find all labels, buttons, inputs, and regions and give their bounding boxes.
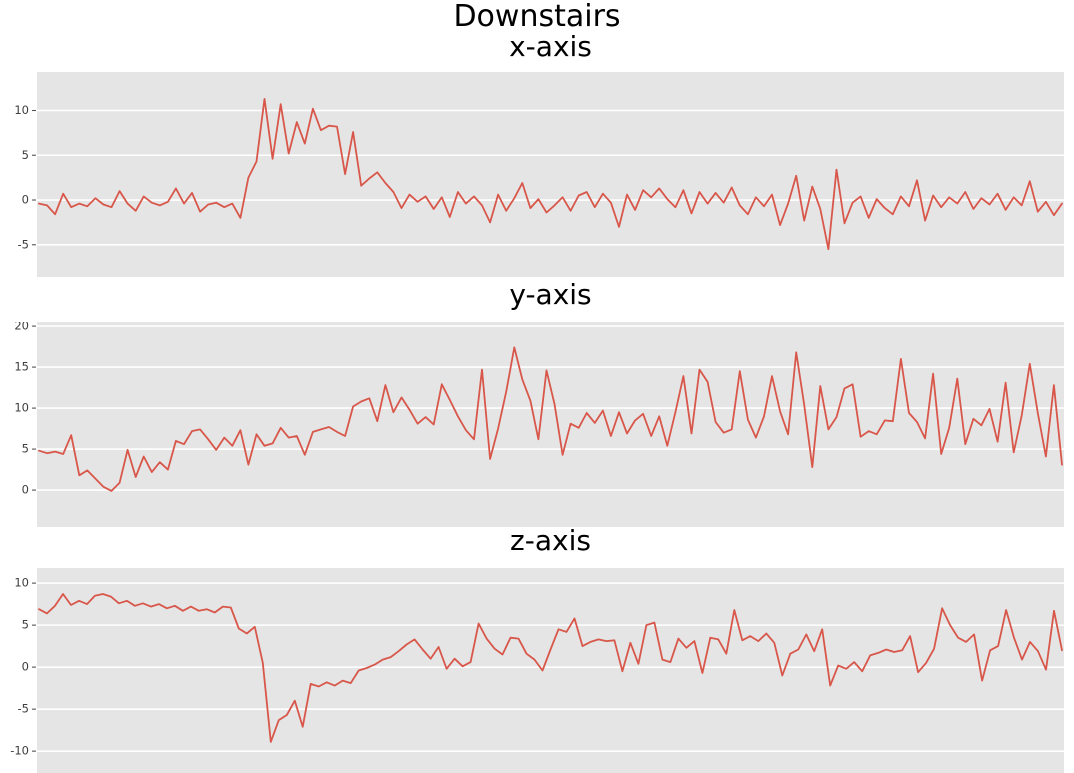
x-axis-accelerometer-chart: 10 5 0 -5 bbox=[14, 72, 1064, 277]
y-tick-label: 5 bbox=[22, 618, 29, 632]
subplot-title-y-axis: y-axis bbox=[509, 278, 592, 311]
series-line bbox=[38, 593, 1063, 743]
z-axis-accelerometer-chart: 10 5 0 -5 -10 bbox=[10, 568, 1064, 773]
y-tick-label: 15 bbox=[14, 360, 29, 374]
figure-title: Downstairs bbox=[453, 0, 621, 34]
y-tick-label: 0 bbox=[22, 483, 29, 497]
y-tick-label: 5 bbox=[22, 148, 29, 162]
y-axis-accelerometer-chart: 20 15 10 5 0 bbox=[14, 322, 1064, 527]
y-tick-label: 0 bbox=[22, 660, 29, 674]
y-tick-label: -5 bbox=[18, 237, 29, 251]
y-tick-label: 0 bbox=[22, 193, 29, 207]
subplot-title-x-axis: x-axis bbox=[509, 30, 592, 63]
y-tick-label: 5 bbox=[22, 442, 29, 456]
plot-background bbox=[37, 568, 1064, 773]
subplot-title-z-axis: z-axis bbox=[510, 524, 591, 557]
y-tick-label: 10 bbox=[14, 401, 29, 415]
y-tick-label: 10 bbox=[14, 576, 29, 590]
y-tick-label: -5 bbox=[18, 702, 29, 716]
series-line bbox=[38, 346, 1063, 492]
plot-background bbox=[37, 322, 1064, 527]
y-tick-label: 10 bbox=[14, 103, 29, 117]
series-line bbox=[38, 97, 1063, 251]
y-tick-label: -10 bbox=[10, 744, 29, 758]
y-tick-label: 20 bbox=[14, 322, 29, 333]
plot-background bbox=[37, 72, 1064, 277]
